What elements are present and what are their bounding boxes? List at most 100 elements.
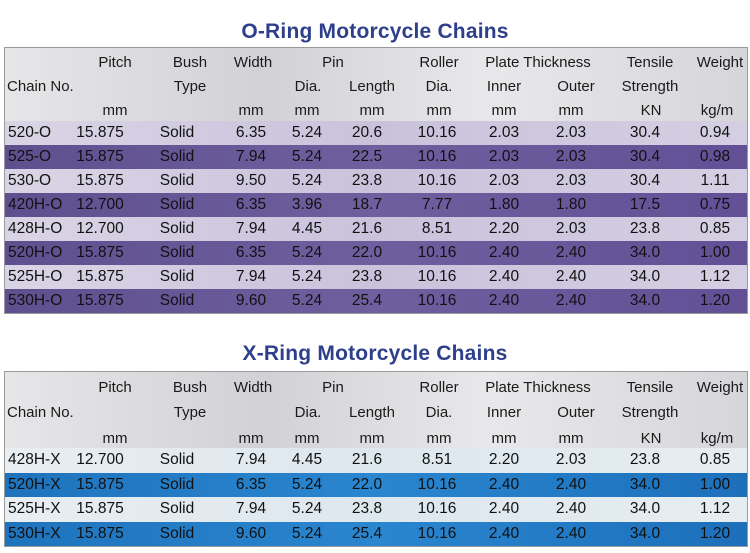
header-pin-label: Pin: [322, 54, 344, 71]
cell-pitch: 15.875: [76, 148, 124, 165]
cell-bush-type: Solid: [159, 500, 195, 518]
cell-plate-inner: 2.40: [488, 268, 520, 285]
cell-plate-outer: 2.40: [555, 244, 587, 261]
cell-bush-type: Solid: [159, 292, 195, 309]
header-outer-label: Outer: [557, 78, 595, 95]
cell-weight: 0.85: [699, 220, 731, 237]
cell-pin-length: 23.8: [351, 172, 383, 189]
cell-tensile-strength: 17.5: [629, 196, 661, 213]
header-unit-weight: kg/m: [700, 430, 734, 447]
cell-bush-type: Solid: [159, 172, 195, 189]
cell-tensile-strength: 34.0: [629, 524, 661, 542]
oring-table-body: 520-O 15.875 Solid 6.35 5.24 20.6 10.16 2.03 2.0…: [5, 121, 747, 313]
cell-pitch: 12.700: [76, 220, 124, 237]
header-unit-pitch: mm: [102, 102, 128, 119]
header-bush-label: Bush: [172, 54, 208, 71]
header-unit-tensile: KN: [640, 430, 662, 447]
table-row: 420H-O 12.700 Solid 6.35 3.96 18.7 7.77 1.80 1.8…: [5, 193, 747, 217]
cell-width: 9.60: [235, 292, 267, 309]
cell-plate-outer: 2.40: [555, 500, 587, 518]
header-width-label: Width: [233, 54, 273, 71]
cell-weight: 1.20: [699, 292, 731, 309]
cell-roller-dia: 10.16: [417, 124, 457, 141]
cell-bush-type: Solid: [159, 196, 195, 213]
header-type-label: Type: [173, 404, 207, 421]
table-row: 520-O 15.875 Solid 6.35 5.24 20.6 10.16 2.03 2.0…: [5, 121, 747, 145]
header-unit-inner: mm: [491, 430, 517, 447]
cell-pitch: 15.875: [76, 172, 124, 189]
cell-pin-dia: 5.24: [291, 148, 323, 165]
header-length-label: Length: [349, 78, 395, 95]
table-row: 525H-O 15.875 Solid 7.94 5.24 23.8 10.16 2.40 2.…: [5, 265, 747, 289]
cell-pin-length: 18.7: [351, 196, 383, 213]
cell-plate-outer: 2.40: [555, 524, 587, 542]
header-pin-dia-label: Dia.: [294, 404, 322, 421]
cell-pitch: 15.875: [76, 524, 124, 542]
cell-pin-dia: 5.24: [291, 172, 323, 189]
cell-plate-inner: 2.03: [488, 148, 520, 165]
cell-pitch: 12.700: [76, 196, 124, 213]
header-roller-label: Roller: [419, 54, 459, 71]
cell-weight: 1.12: [699, 268, 731, 285]
cell-width: 7.94: [235, 451, 267, 469]
cell-roller-dia: 10.16: [417, 148, 457, 165]
header-weight-label: Weight: [696, 379, 744, 396]
cell-weight: 1.00: [699, 475, 731, 493]
cell-plate-inner: 2.40: [488, 524, 520, 542]
cell-width: 7.94: [235, 268, 267, 285]
cell-plate-inner: 2.40: [488, 292, 520, 309]
header-inner-label: Inner: [486, 404, 522, 421]
table-row: 530H-O 15.875 Solid 9.60 5.24 25.4 10.16 2.40 2.…: [5, 289, 747, 313]
cell-plate-inner: 2.40: [488, 500, 520, 518]
cell-width: 7.94: [235, 148, 267, 165]
cell-roller-dia: 7.77: [421, 196, 453, 213]
table-row: 520H-O 15.875 Solid 6.35 5.24 22.0 10.16 2.40 2.…: [5, 241, 747, 265]
header-unit-pin-length: mm: [359, 102, 385, 119]
cell-chain-no: 420H-O: [8, 196, 63, 213]
cell-tensile-strength: 34.0: [629, 292, 661, 309]
cell-width: 6.35: [235, 124, 267, 141]
xring-table-body: 428H-X 12.700 Solid 7.94 4.45 21.6 8.51 2.20 2.0…: [5, 448, 747, 546]
cell-plate-inner: 1.80: [488, 196, 520, 213]
header-unit-width: mm: [238, 430, 264, 447]
cell-pin-dia: 3.96: [291, 196, 323, 213]
header-roller-dia-label: Dia.: [425, 78, 453, 95]
cell-chain-no: 520H-O: [8, 244, 63, 261]
cell-bush-type: Solid: [159, 475, 195, 493]
table-row: 428H-X 12.700 Solid 7.94 4.45 21.6 8.51 2.20 2.0…: [5, 448, 747, 473]
cell-tensile-strength: 30.4: [629, 124, 661, 141]
header-unit-pin-length: mm: [359, 430, 385, 447]
table-row: 428H-O 12.700 Solid 7.94 4.45 21.6 8.51 2.20 2.0…: [5, 217, 747, 241]
cell-pin-dia: 5.24: [291, 292, 323, 309]
cell-pitch: 15.875: [76, 292, 124, 309]
cell-plate-outer: 2.03: [555, 124, 587, 141]
table-row: 525-O 15.875 Solid 7.94 5.24 22.5 10.16 2.03 2.0…: [5, 145, 747, 169]
header-unit-pin-dia: mm: [294, 102, 320, 119]
cell-tensile-strength: 23.8: [629, 451, 661, 469]
cell-plate-outer: 2.40: [555, 268, 587, 285]
table-row: 520H-X 15.875 Solid 6.35 5.24 22.0 10.16 2.40 2.…: [5, 472, 747, 497]
cell-plate-outer: 2.03: [555, 451, 587, 469]
xring-table-header: Pitch Bush Width Pin Roller Plate Thickness Te…: [5, 372, 747, 448]
cell-weight: 1.12: [699, 500, 731, 518]
cell-weight: 0.85: [699, 451, 731, 469]
cell-pin-dia: 5.24: [291, 124, 323, 141]
cell-pin-dia: 5.24: [291, 268, 323, 285]
xring-section-title: X-Ring Motorcycle Chains: [242, 342, 508, 365]
cell-plate-outer: 2.40: [555, 292, 587, 309]
header-pin-label: Pin: [322, 379, 344, 396]
cell-pitch: 12.700: [76, 451, 124, 469]
cell-width: 6.35: [235, 196, 267, 213]
header-length-label: Length: [349, 404, 395, 421]
cell-plate-inner: 2.40: [488, 475, 520, 493]
cell-plate-inner: 2.03: [488, 124, 520, 141]
cell-bush-type: Solid: [159, 524, 195, 542]
cell-bush-type: Solid: [159, 451, 195, 469]
header-unit-weight: kg/m: [700, 102, 734, 119]
cell-pin-dia: 5.24: [291, 475, 323, 493]
cell-pin-length: 25.4: [351, 292, 383, 309]
header-outer-label: Outer: [557, 404, 595, 421]
header-unit-roller-dia: mm: [426, 430, 452, 447]
cell-tensile-strength: 30.4: [629, 148, 661, 165]
cell-roller-dia: 8.51: [421, 451, 453, 469]
